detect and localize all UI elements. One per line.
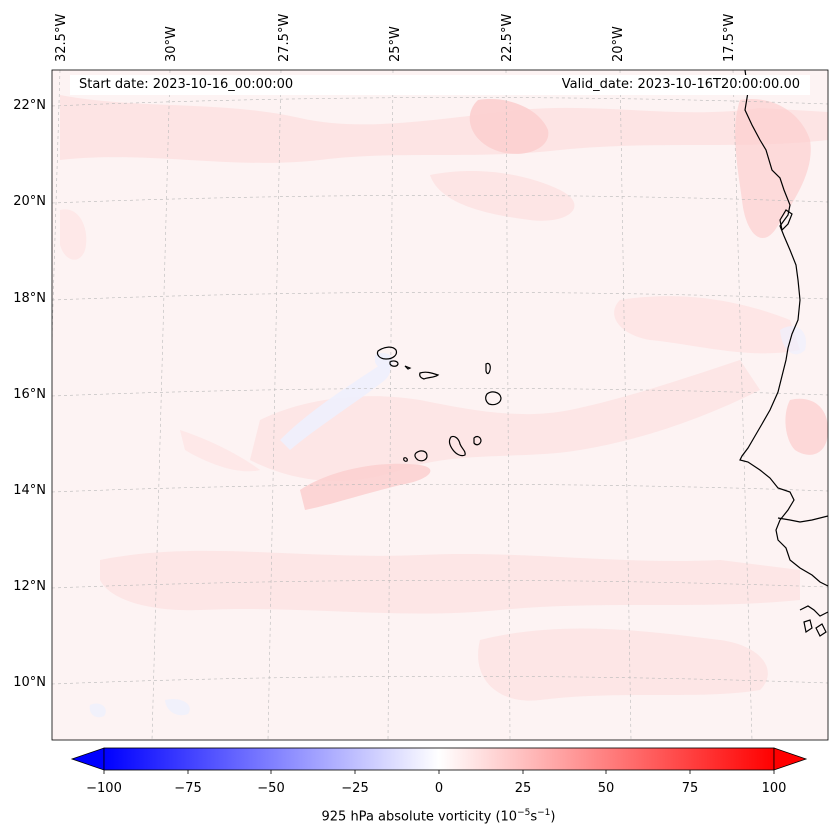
colorbar-tick-label: 0	[434, 781, 444, 796]
vorticity-patch	[180, 430, 260, 472]
vorticity-patch	[478, 628, 768, 701]
longitude-gridline	[619, 70, 632, 740]
island-brava	[403, 457, 408, 462]
colorbar-label-exponent: −1	[537, 808, 551, 818]
map-frame	[51, 69, 829, 741]
latitude-gridline	[52, 483, 828, 493]
longitude-label: 17.5°W	[722, 13, 737, 62]
latitude-label: 10°N	[13, 675, 46, 690]
longitude-label: 20°W	[611, 26, 626, 62]
colorbar-tick-label: 75	[681, 781, 699, 796]
island-fogo	[414, 450, 428, 462]
colorbar-tick-label: 100	[761, 781, 787, 796]
date-banner-background	[70, 75, 810, 95]
latitude-gridline	[52, 675, 828, 685]
colorbar-body	[103, 747, 775, 771]
colorbar-max-extension	[773, 747, 808, 771]
vorticity-patch	[89, 703, 106, 718]
colorbar-label-exponent: −5	[517, 808, 531, 818]
longitude-label: 27.5°W	[277, 13, 292, 62]
colorbar-tick-marks	[103, 770, 775, 774]
latitude-label: 14°N	[13, 483, 46, 498]
coastline-cap-blanc-inlet	[779, 209, 793, 232]
colorbar-tick-label: 50	[597, 781, 615, 796]
longitude-gridline	[267, 70, 282, 740]
longitude-gridline	[732, 70, 753, 740]
colorbar-label-prefix: 925 hPa absolute vorticity (10	[321, 809, 518, 825]
latitude-gridline	[52, 194, 828, 204]
colorbar-label: 925 hPa absolute vorticity (10−5s−1)	[0, 808, 837, 824]
coastline-gambia	[777, 515, 828, 523]
colorbar-label-unit: s	[530, 809, 538, 825]
colorbar-tick-label: −75	[174, 781, 202, 796]
valid-date-label: Valid_date: 2023-10-16T20:00:00.00	[561, 77, 800, 92]
latitude-gridline	[52, 387, 828, 397]
vorticity-patch	[165, 698, 190, 716]
vorticity-patch	[469, 99, 549, 154]
latitude-label: 20°N	[13, 194, 46, 209]
colorbar-tick-label: −25	[341, 781, 369, 796]
island-santa-luzia	[404, 365, 412, 370]
vorticity-patch	[780, 326, 806, 355]
island-santiago	[448, 435, 466, 457]
latitude-label: 22°N	[13, 98, 46, 113]
vorticity-patch	[785, 398, 828, 455]
vorticity-patch	[100, 550, 800, 614]
vorticity-patch	[735, 99, 811, 239]
longitude-label: 25°W	[388, 26, 403, 62]
colorbar-min-extension	[70, 747, 105, 771]
coastline-mauritania-senegal	[739, 70, 828, 587]
vorticity-patch	[60, 95, 828, 163]
vorticity-patch	[280, 363, 391, 450]
longitude-gridline	[505, 70, 511, 740]
vorticity-patch	[250, 360, 760, 481]
latitude-label: 12°N	[13, 579, 46, 594]
vorticity-patch	[430, 170, 575, 221]
longitude-label: 30°W	[164, 26, 179, 62]
latitude-label: 16°N	[13, 387, 46, 402]
colorbar-label-suffix: )	[550, 809, 556, 825]
gridlines	[52, 70, 828, 740]
vorticity-patch	[60, 209, 87, 260]
island-sal	[485, 362, 491, 375]
island-sao-nicolau	[419, 371, 440, 380]
island-maio	[473, 435, 482, 446]
vorticity-contours	[52, 70, 828, 740]
colorbar-tick-label: −50	[257, 781, 285, 796]
start-date-label: Start date: 2023-10-16_00:00:00	[79, 77, 294, 92]
colorbar-tick-label: 25	[514, 781, 532, 796]
colorbar-tick-label: −100	[86, 781, 122, 796]
island-santo-antao	[376, 346, 398, 360]
latitude-gridline	[52, 97, 828, 107]
african-coastline	[739, 70, 828, 637]
longitude-gridline	[151, 70, 171, 740]
latitude-gridline	[52, 579, 828, 589]
longitude-gridline	[387, 70, 394, 740]
longitude-label: 22.5°W	[500, 13, 515, 62]
cabo-verde-islands	[376, 346, 502, 462]
longitude-label: 32.5°W	[54, 13, 69, 62]
colorbar	[70, 747, 808, 774]
latitude-label: 18°N	[13, 291, 46, 306]
island-boa-vista	[485, 391, 502, 406]
vorticity-patch	[300, 463, 431, 510]
vorticity-patch	[614, 296, 800, 354]
latitude-gridline	[52, 291, 828, 301]
coastline-guinea-bissau	[799, 605, 828, 637]
island-sao-vicente	[389, 360, 399, 367]
